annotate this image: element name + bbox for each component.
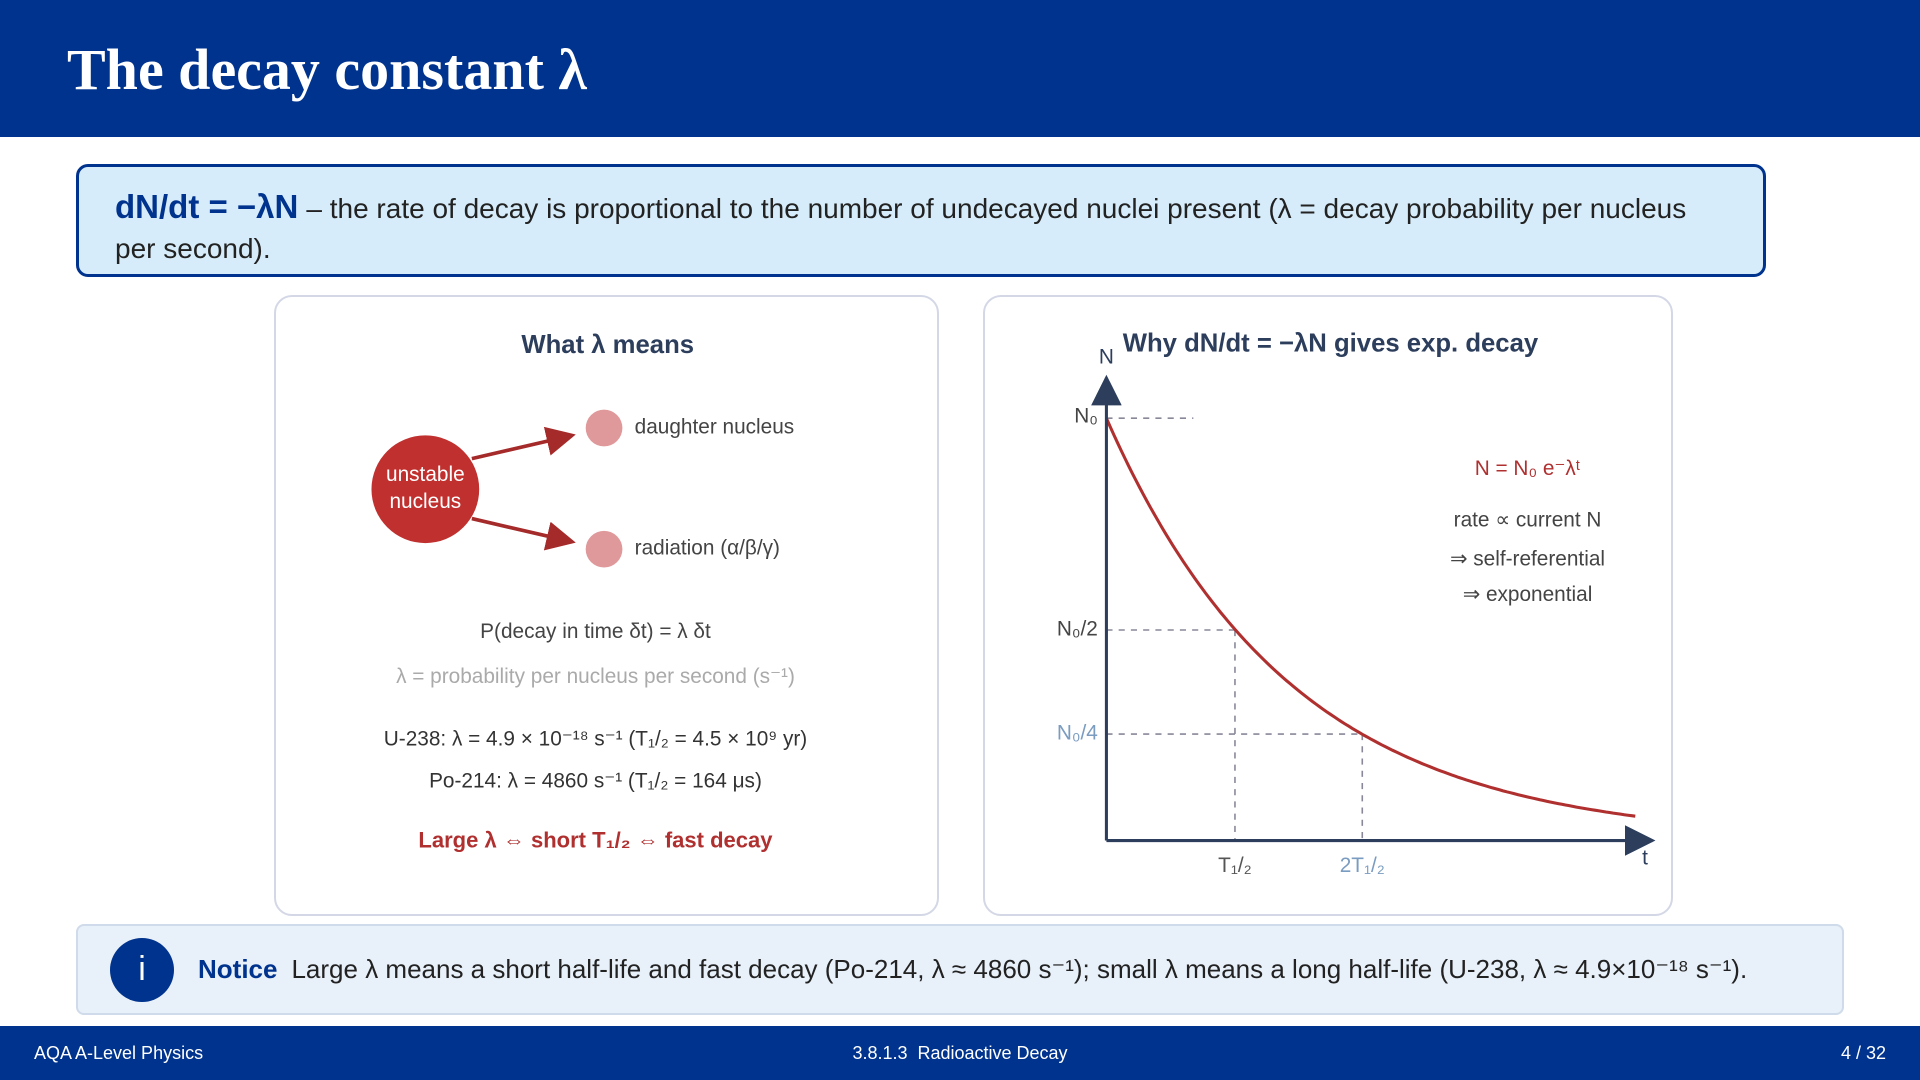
footer: AQA A-Level Physics 3.8.1.3 Radioactive …	[0, 1026, 1920, 1080]
level-label: N₀/4	[1057, 722, 1098, 745]
product-label: radiation (α/β/γ)	[635, 537, 780, 560]
definition-box: dN/dt = −λN – the rate of decay is propor…	[76, 164, 1766, 277]
y-axis-label: N	[1099, 346, 1114, 369]
nucleus	[371, 435, 480, 544]
definition-text: – the rate of decay is proportional to t…	[115, 193, 1687, 264]
footer-center: 3.8.1.3 Radioactive Decay	[852, 1043, 1068, 1063]
formula-line: λ = probability per nucleus per second (…	[396, 665, 795, 688]
decay-graph: Why dN/dt = −λN gives exp. decay N t N₀ …	[1057, 330, 1656, 877]
decay-curve	[1105, 417, 1636, 818]
info-icon: i	[110, 937, 174, 1002]
notice-text: Large λ means a short half-life and fast…	[291, 954, 1748, 984]
nucleus-label: unstable	[386, 463, 465, 486]
footer-right: 4 / 32	[1840, 1043, 1886, 1063]
note: ⇒ exponential	[1463, 583, 1593, 606]
product-label: daughter nucleus	[635, 416, 795, 439]
meaning-diagram: What λ means unstable nucleus daughter n…	[371, 331, 807, 853]
daughter-dot	[585, 409, 623, 447]
time-label: 2T₁/₂	[1340, 854, 1385, 877]
header: The decay constant λ	[0, 0, 1920, 137]
notice-label: Notice	[198, 954, 278, 984]
arrow	[471, 516, 576, 551]
left-panel: What λ means unstable nucleus daughter n…	[274, 295, 939, 916]
nucleus-label: nucleus	[389, 490, 461, 513]
conclusion: Large λ ⇔ short T₁/₂ ⇔ fast decay	[418, 828, 773, 853]
note: ⇒ self-referential	[1450, 548, 1605, 571]
title: The decay constant λ	[67, 37, 587, 102]
level-label: N₀	[1074, 404, 1098, 427]
equation: dN/dt = −λN	[115, 188, 299, 225]
x-axis-label: t	[1642, 846, 1648, 869]
time-label: T₁/₂	[1218, 854, 1252, 877]
level-label: N₀/2	[1057, 617, 1098, 640]
right-panel: Why dN/dt = −λN gives exp. decay N t N₀ …	[983, 295, 1673, 916]
arrow	[471, 426, 576, 461]
formula-line: P(decay in time δt) = λ δt	[480, 620, 711, 643]
panel-title: What λ means	[521, 331, 694, 359]
radiation-dot	[585, 530, 623, 568]
notice-box: i Notice Large λ means a short half-life…	[76, 924, 1844, 1015]
panel-title: Why dN/dt = −λN gives exp. decay	[1123, 330, 1539, 358]
guides	[1106, 417, 1364, 841]
note: rate ∝ current N	[1454, 509, 1602, 532]
formula-line: Po-214: λ = 4860 s⁻¹ (T₁/₂ = 164 μs)	[429, 769, 762, 792]
note: N = N₀ e⁻λᵗ	[1475, 457, 1581, 480]
formula-line: U-238: λ = 4.9 × 10⁻¹⁸ s⁻¹ (T₁/₂ = 4.5 ×…	[384, 728, 807, 751]
footer-left: AQA A-Level Physics	[34, 1043, 204, 1063]
